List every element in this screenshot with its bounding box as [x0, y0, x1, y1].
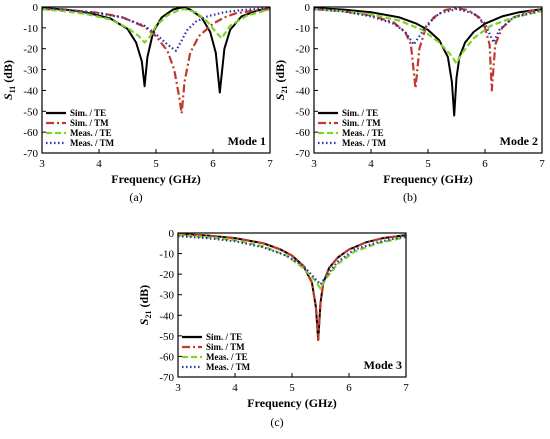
mode-label: Mode 2 — [500, 134, 538, 148]
series-line-te-sim — [42, 7, 270, 94]
y-tick-label: -70 — [23, 148, 38, 160]
x-tick-label: 7 — [267, 158, 273, 170]
legend-entry: Meas. / TE — [70, 128, 112, 138]
y-tick-label: -50 — [23, 106, 38, 118]
chart-panel-0: 3 4 5 6 7 0 -10 -20 -30 -40 -50 -60 -70 Frequency (GH… — [1, 2, 273, 204]
y-axis-label-sub: 21 — [144, 310, 153, 318]
y-tick-label: -40 — [295, 85, 310, 97]
legend-entry: Sim. / TE — [70, 108, 106, 118]
y-axis-label-suffix: (dB) — [1, 60, 15, 86]
series-line-te-meas — [314, 8, 542, 65]
y-axis-label-sub: 11 — [8, 86, 17, 94]
legend-entry: Meas. / TM — [342, 138, 387, 148]
mode-label: Mode 3 — [364, 358, 402, 372]
x-axis-label: Frequency (GHz) — [111, 172, 200, 186]
x-tick-label: 3 — [39, 158, 45, 170]
legend-entry: Meas. / TE — [206, 352, 248, 362]
series-line-te-meas — [42, 8, 270, 44]
x-tick-label: 6 — [210, 158, 216, 170]
y-tick-label: -10 — [159, 249, 174, 261]
y-tick-label: 0 — [33, 2, 39, 14]
series-line-tm-meas — [42, 7, 270, 52]
series-line-tm-sim — [314, 7, 542, 92]
y-axis-label-sub: 21 — [280, 85, 289, 93]
y-axis-label-main: S — [1, 93, 15, 100]
legend-entry: Sim. / TM — [70, 118, 109, 128]
x-tick-label: 7 — [403, 382, 409, 394]
x-tick-label: 4 — [368, 158, 374, 170]
legend-entry: Sim. / TE — [206, 332, 242, 342]
x-tick-label: 5 — [289, 382, 295, 394]
y-tick-label: -60 — [159, 351, 174, 363]
chart-panel-1: 3 4 5 6 7 0 -10 -20 -30 -40 -50 -60 -70 Frequency (GH… — [273, 2, 545, 204]
y-tick-label: -10 — [23, 23, 38, 35]
y-tick-label: -60 — [23, 127, 38, 139]
x-tick-label: 6 — [482, 158, 488, 170]
chart-panel-2: 3 4 5 6 7 0 -10 -20 -30 -40 -50 -60 -70 Frequency (GH… — [137, 228, 409, 429]
series-line-te-meas — [178, 234, 406, 290]
y-axis-label-main: S — [273, 93, 287, 100]
y-tick-label: -20 — [159, 269, 174, 281]
y-tick-label: -70 — [295, 148, 310, 160]
legend-entry: Meas. / TE — [342, 128, 384, 138]
y-tick-label: -50 — [295, 106, 310, 118]
series-line-tm-meas — [178, 235, 406, 286]
x-tick-label: 6 — [346, 382, 352, 394]
y-tick-label: 0 — [169, 228, 175, 240]
y-axis-label-suffix: (dB) — [137, 285, 151, 311]
y-axis-label-suffix: (dB) — [273, 60, 287, 86]
y-tick-label: -30 — [159, 290, 174, 302]
panel-label: (b) — [403, 190, 417, 204]
x-tick-label: 3 — [175, 382, 181, 394]
legend-entry: Sim. / TM — [206, 342, 245, 352]
y-tick-label: 0 — [305, 2, 311, 14]
x-tick-label: 3 — [311, 158, 317, 170]
panel-label: (a) — [129, 190, 142, 204]
panel-label: (c) — [270, 415, 283, 429]
mode-label: Mode 1 — [228, 134, 266, 148]
y-tick-label: -50 — [159, 331, 174, 343]
x-axis-label: Frequency (GHz) — [247, 396, 336, 410]
y-axis-label-main: S — [137, 318, 151, 325]
x-tick-label: 7 — [539, 158, 545, 170]
legend-entry: Sim. / TE — [342, 108, 378, 118]
series-line-te-sim — [314, 7, 542, 117]
y-axis-label: S21 (dB) — [137, 285, 153, 325]
x-tick-label: 4 — [232, 382, 238, 394]
x-axis-label: Frequency (GHz) — [383, 172, 472, 186]
x-tick-label: 4 — [96, 158, 102, 170]
y-tick-label: -40 — [159, 310, 174, 322]
legend-entry: Meas. / TM — [70, 138, 115, 148]
y-tick-label: -10 — [295, 23, 310, 35]
x-tick-label: 5 — [425, 158, 431, 170]
y-tick-label: -70 — [159, 372, 174, 384]
y-axis-label: S11 (dB) — [1, 60, 17, 100]
y-tick-label: -30 — [23, 65, 38, 77]
y-tick-label: -20 — [295, 44, 310, 56]
y-tick-label: -20 — [23, 44, 38, 56]
legend-entry: Sim. / TM — [342, 118, 381, 128]
series-line-tm-sim — [42, 8, 270, 115]
series-line-te-sim — [178, 233, 406, 341]
y-axis-label: S21 (dB) — [273, 60, 289, 100]
y-tick-label: -40 — [23, 85, 38, 97]
y-tick-label: -30 — [295, 65, 310, 77]
legend-entry: Meas. / TM — [206, 362, 251, 372]
y-tick-label: -60 — [295, 127, 310, 139]
x-tick-label: 5 — [153, 158, 159, 170]
series-line-tm-sim — [178, 233, 406, 342]
